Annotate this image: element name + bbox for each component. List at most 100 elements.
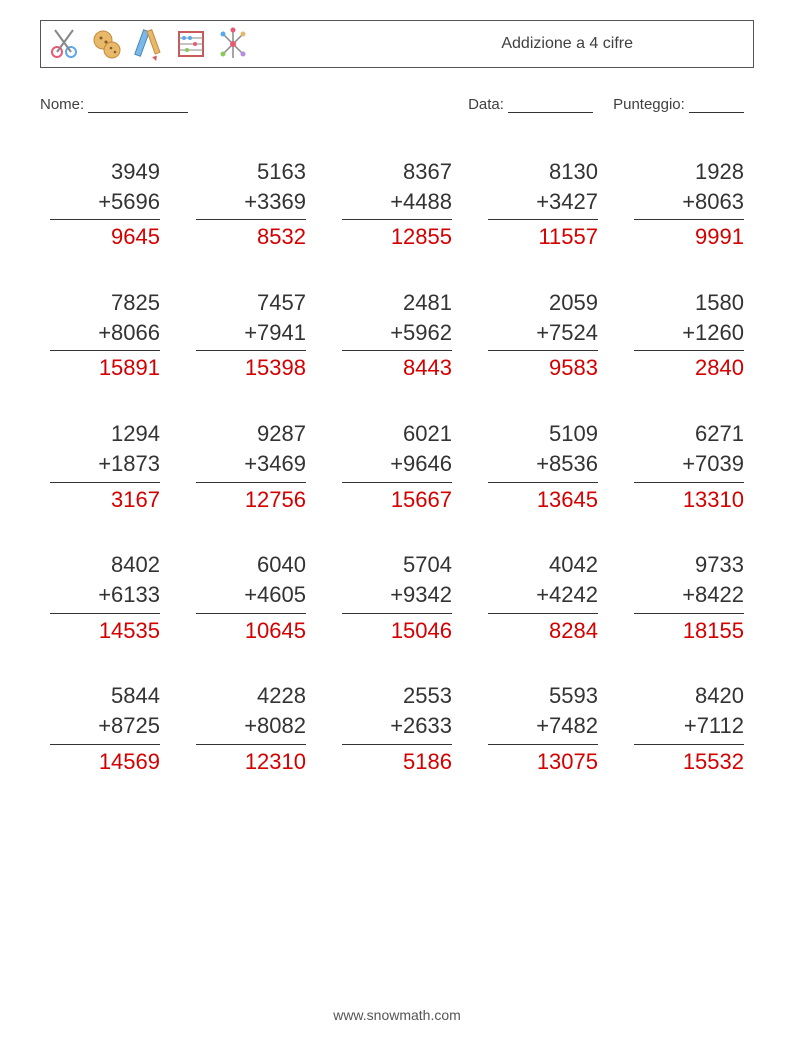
name-blank[interactable] xyxy=(88,99,188,113)
problem-divider xyxy=(50,613,160,614)
operand-a: 4042 xyxy=(488,550,598,580)
operand-b: +7524 xyxy=(488,318,598,348)
operand-a: 9733 xyxy=(634,550,744,580)
cookies-icon xyxy=(91,26,123,62)
operand-b: +8725 xyxy=(50,711,160,741)
problem-divider xyxy=(342,744,452,745)
problem-divider xyxy=(488,613,598,614)
problem-9: 1580+1260 2840 xyxy=(634,288,744,383)
answer: 15891 xyxy=(50,353,160,383)
operand-a: 5844 xyxy=(50,681,160,711)
problem-23: 5593+7482 13075 xyxy=(488,681,598,776)
worksheet-title: Addizione a 4 cifre xyxy=(501,35,633,53)
problem-16: 6040+460510645 xyxy=(196,550,306,645)
date-label: Data: xyxy=(468,96,504,113)
answer: 9645 xyxy=(50,222,160,252)
problem-14: 6271+703913310 xyxy=(634,419,744,514)
problem-0: 3949+56969645 xyxy=(50,157,160,252)
problem-divider xyxy=(196,350,306,351)
operand-b: +6133 xyxy=(50,580,160,610)
operand-b: +7482 xyxy=(488,711,598,741)
answer: 5186 xyxy=(342,747,452,777)
operand-a: 5593 xyxy=(488,681,598,711)
problem-divider xyxy=(488,482,598,483)
problem-divider xyxy=(342,350,452,351)
problem-5: 7825+8066 15891 xyxy=(50,288,160,383)
score-label: Punteggio: xyxy=(613,96,685,113)
operand-a: 2553 xyxy=(342,681,452,711)
answer: 13645 xyxy=(488,485,598,515)
problem-divider xyxy=(196,744,306,745)
problem-11: 9287+346912756 xyxy=(196,419,306,514)
operand-b: +3469 xyxy=(196,449,306,479)
problem-divider xyxy=(488,744,598,745)
problem-13: 5109+853613645 xyxy=(488,419,598,514)
answer: 2840 xyxy=(634,353,744,383)
header-icons xyxy=(49,26,249,62)
operand-a: 9287 xyxy=(196,419,306,449)
problem-22: 2553+26335186 xyxy=(342,681,452,776)
name-label: Nome: xyxy=(40,96,84,113)
operand-b: +7039 xyxy=(634,449,744,479)
operand-b: +1260 xyxy=(634,318,744,348)
operand-b: +5696 xyxy=(50,187,160,217)
operand-b: +4242 xyxy=(488,580,598,610)
worksheet-header: Addizione a 4 cifre xyxy=(40,20,754,68)
problem-divider xyxy=(196,482,306,483)
score-blank[interactable] xyxy=(689,99,744,113)
answer: 18155 xyxy=(634,616,744,646)
problem-2: 8367+448812855 xyxy=(342,157,452,252)
answer: 3167 xyxy=(50,485,160,515)
answer: 8532 xyxy=(196,222,306,252)
problem-divider xyxy=(342,219,452,220)
operand-b: +1873 xyxy=(50,449,160,479)
problem-divider xyxy=(634,482,744,483)
problem-21: 4228+8082 12310 xyxy=(196,681,306,776)
problem-3: 8130+342711557 xyxy=(488,157,598,252)
operand-b: +4605 xyxy=(196,580,306,610)
problem-18: 4042+42428284 xyxy=(488,550,598,645)
date-blank[interactable] xyxy=(508,99,593,113)
answer: 11557 xyxy=(488,222,598,252)
problem-divider xyxy=(634,744,744,745)
operand-b: +8066 xyxy=(50,318,160,348)
problem-19: 9733+842218155 xyxy=(634,550,744,645)
operand-a: 8420 xyxy=(634,681,744,711)
problem-divider xyxy=(50,219,160,220)
operand-a: 8402 xyxy=(50,550,160,580)
problem-20: 5844+872514569 xyxy=(50,681,160,776)
abacus-icon xyxy=(175,26,207,62)
problem-divider xyxy=(50,350,160,351)
footer-url: www.snowmath.com xyxy=(0,1007,794,1023)
answer: 9583 xyxy=(488,353,598,383)
operand-b: +7112 xyxy=(634,711,744,741)
operand-a: 5704 xyxy=(342,550,452,580)
problem-divider xyxy=(634,350,744,351)
answer: 14535 xyxy=(50,616,160,646)
problem-divider xyxy=(50,744,160,745)
problem-4: 1928+80639991 xyxy=(634,157,744,252)
answer: 12310 xyxy=(196,747,306,777)
problem-1: 5163+33698532 xyxy=(196,157,306,252)
problem-divider xyxy=(50,482,160,483)
answer: 10645 xyxy=(196,616,306,646)
operand-a: 1580 xyxy=(634,288,744,318)
problem-15: 8402+6133 14535 xyxy=(50,550,160,645)
problem-8: 2059+75249583 xyxy=(488,288,598,383)
problem-divider xyxy=(196,219,306,220)
operand-a: 4228 xyxy=(196,681,306,711)
answer: 13075 xyxy=(488,747,598,777)
problem-6: 7457+794115398 xyxy=(196,288,306,383)
operand-a: 2481 xyxy=(342,288,452,318)
problem-17: 5704+934215046 xyxy=(342,550,452,645)
problem-7: 2481+59628443 xyxy=(342,288,452,383)
operand-a: 6271 xyxy=(634,419,744,449)
operand-a: 7825 xyxy=(50,288,160,318)
problem-divider xyxy=(342,613,452,614)
scissors-icon xyxy=(49,26,81,62)
answer: 9991 xyxy=(634,222,744,252)
problem-divider xyxy=(488,219,598,220)
operand-b: +8082 xyxy=(196,711,306,741)
problem-divider xyxy=(196,613,306,614)
operand-b: +8536 xyxy=(488,449,598,479)
